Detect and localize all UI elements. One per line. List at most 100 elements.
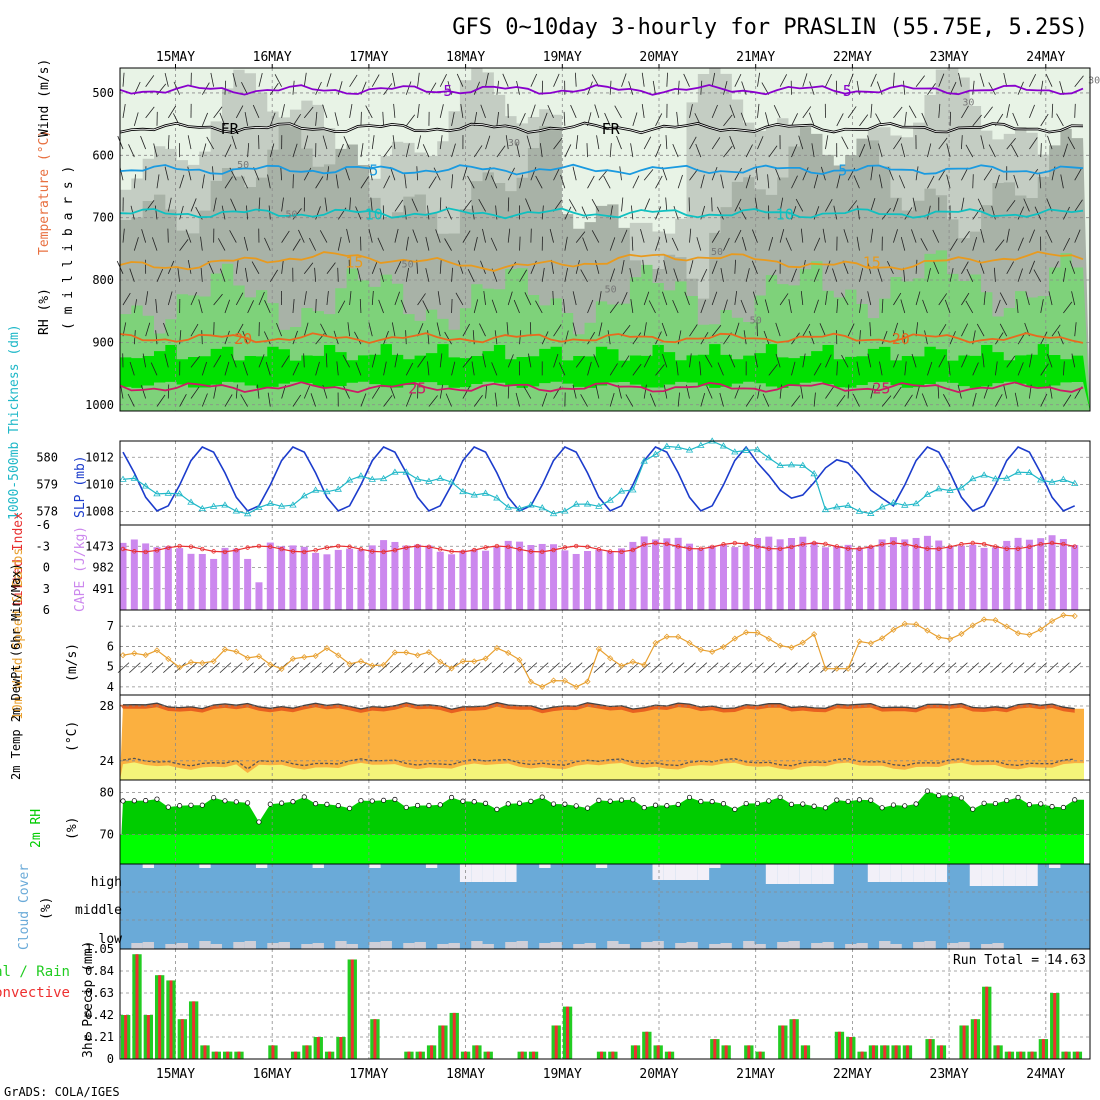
wind-barb: [915, 75, 925, 87]
rh2m-point: [177, 803, 183, 809]
wind-speed-point: [754, 629, 761, 636]
wind-barb: [337, 300, 346, 314]
wind-barb: [383, 395, 393, 407]
precip-convective-bar: [871, 1045, 875, 1059]
wind-barb: [315, 206, 321, 220]
wind-barb: [326, 262, 336, 275]
wind-barb: [843, 229, 849, 243]
wind-barb: [558, 362, 566, 376]
wind-barb: [541, 393, 548, 407]
wind-barb: [458, 260, 464, 274]
wind-barb: [700, 392, 706, 407]
wind-barb: [795, 198, 804, 212]
wind-barb: [405, 236, 409, 251]
panel-cape-lifted: 1473 982 491 -6 -3 0 3 6 Lifted Index CAPE (J/k…: [11, 512, 1091, 617]
wind10m-barb: [774, 662, 787, 673]
wind-barb: [711, 230, 720, 243]
wind10m-barb: [468, 662, 481, 673]
temperature-label: Temperature (°C): [37, 130, 52, 255]
wind-barb: [417, 72, 420, 87]
cloud-high-gap: [777, 864, 789, 884]
cloud-low-gap: [199, 941, 211, 949]
wind-barb: [977, 198, 985, 212]
wind-barb: [1023, 198, 1030, 212]
wind-barb: [900, 299, 906, 314]
wind-barb: [439, 197, 442, 212]
wind10m-barb: [502, 662, 515, 673]
wind-barb: [324, 197, 328, 212]
wind-barb: [190, 198, 197, 212]
cloud-grid: [120, 864, 1090, 949]
rh-layer-low: [120, 381, 1090, 411]
wind-speed-point: [629, 658, 636, 665]
wind-barb: [564, 330, 569, 345]
wind-barb: [219, 268, 226, 282]
wind-barb: [767, 174, 770, 189]
cape-bar: [289, 545, 297, 610]
cloud-low-gap: [482, 944, 494, 949]
wind-barb: [163, 322, 169, 337]
wind10m-barb: [1001, 662, 1013, 673]
wind-barb: [298, 229, 305, 243]
wind-barb: [791, 175, 798, 189]
wind-barb: [1040, 113, 1049, 127]
wind-barb: [231, 135, 237, 150]
cape-bar: [901, 539, 909, 610]
wind-barb: [836, 298, 839, 314]
wind-speed-point: [380, 661, 387, 669]
cape-bar: [334, 549, 342, 610]
wind-barb: [745, 394, 755, 407]
cape-bar: [765, 536, 773, 610]
cape-bar: [821, 547, 829, 610]
rh2m-point: [811, 803, 817, 809]
wind-barb: [198, 299, 203, 314]
cape-bar: [130, 539, 138, 610]
wind-barb: [604, 112, 611, 127]
precip-convective-bar: [520, 1051, 524, 1059]
wind10m-barb: [129, 662, 141, 673]
wind-barb: [773, 105, 781, 119]
precip-convective-bar: [985, 986, 989, 1059]
precip-convective-bar: [226, 1051, 230, 1059]
wind10m-unit: (m/s): [65, 643, 80, 682]
cloud-low-gap: [992, 943, 1004, 949]
wind-barb: [524, 292, 532, 306]
rh2m-point: [800, 801, 806, 807]
wind-barb: [966, 268, 974, 282]
cape-bar: [550, 544, 558, 610]
wind-barb: [961, 292, 970, 306]
wind-barb: [1074, 199, 1083, 212]
cloud-high-gap: [867, 864, 880, 882]
wind-barb: [303, 353, 305, 368]
millibars-label: ( m i l l i b a r s ): [61, 166, 76, 330]
wind-barb: [734, 73, 742, 87]
rh2m-point: [528, 798, 534, 804]
rh2m-point: [709, 799, 715, 805]
wind-barb: [427, 205, 430, 220]
wind-barb: [516, 143, 520, 158]
wind-barb: [247, 143, 250, 158]
cape-bar: [402, 545, 410, 610]
cape-bar: [969, 544, 977, 610]
wind-barb: [802, 259, 806, 274]
wind-barb: [451, 361, 456, 376]
wind-barb: [995, 239, 1005, 251]
wind-barb: [267, 392, 271, 407]
wind-barb: [995, 332, 1004, 345]
wind-barb: [995, 394, 1003, 407]
wind10m-barb: [1069, 662, 1081, 673]
wind10m-barb: [423, 662, 436, 673]
wind10m-barb: [718, 662, 730, 673]
wind-barb: [1025, 291, 1030, 306]
cape-bar: [878, 539, 886, 610]
wind-barb: [677, 80, 680, 95]
wind10m-barb: [865, 662, 878, 673]
isotherm-10: [119, 207, 1084, 220]
rh2m-point: [426, 802, 432, 809]
precip-convective-bar: [634, 1045, 638, 1059]
wind-barb: [187, 166, 192, 181]
cloud-high-gap: [913, 864, 925, 882]
precip-convective-bar: [214, 1051, 218, 1059]
wind-barb: [515, 392, 520, 407]
wind-barb: [699, 361, 702, 376]
